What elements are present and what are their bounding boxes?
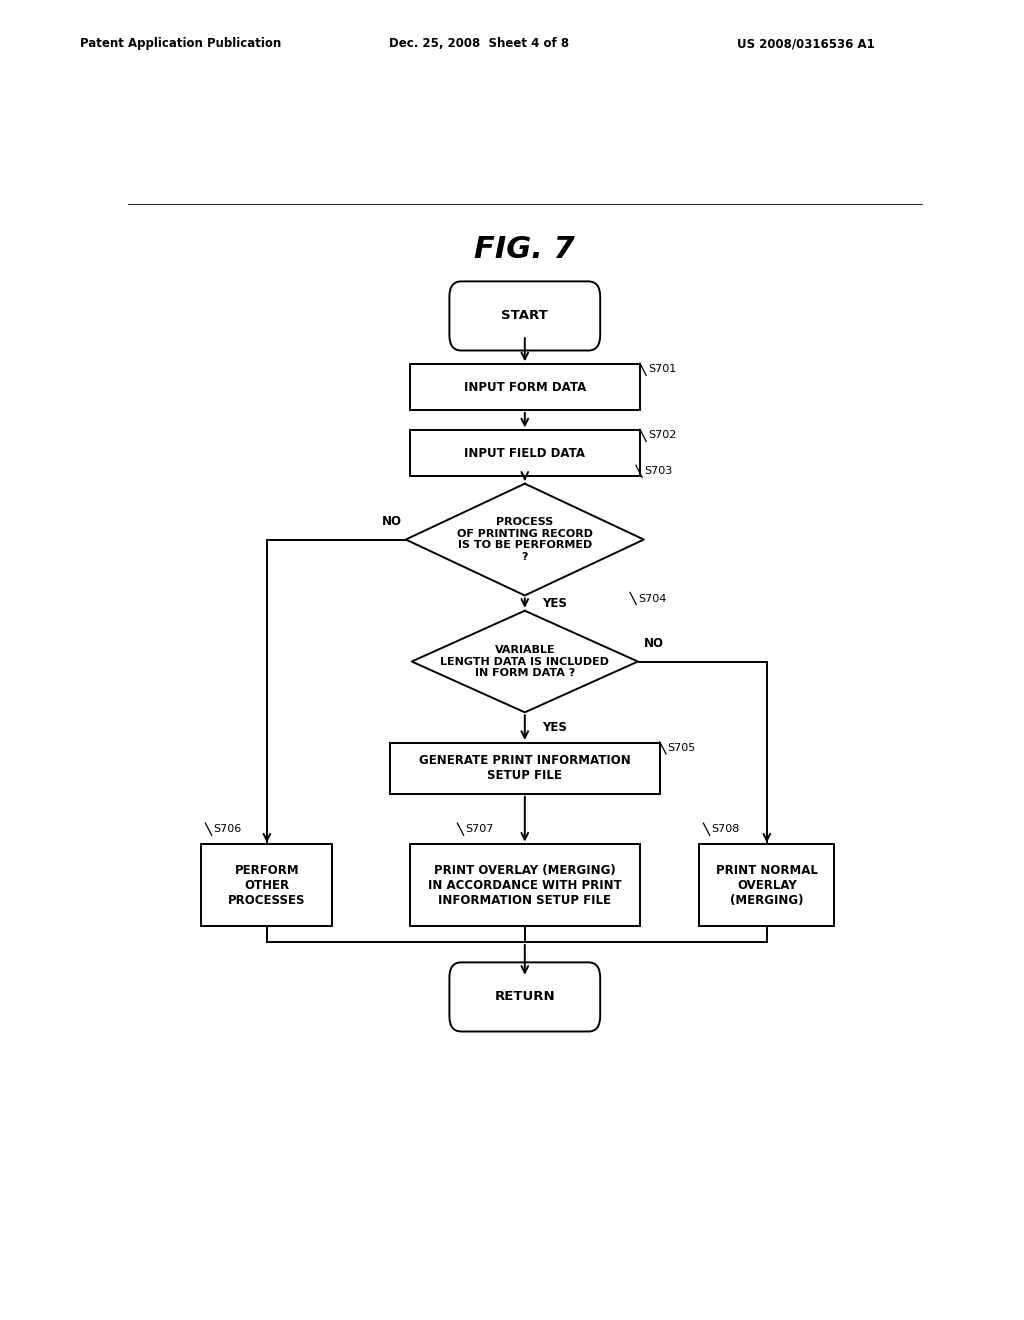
Polygon shape [412, 611, 638, 713]
Text: S701: S701 [648, 364, 676, 375]
Text: YES: YES [543, 721, 567, 734]
Text: START: START [502, 309, 548, 322]
Text: Patent Application Publication: Patent Application Publication [80, 37, 282, 50]
Text: RETURN: RETURN [495, 990, 555, 1003]
Bar [410, 364, 640, 411]
Polygon shape [406, 483, 644, 595]
Text: Dec. 25, 2008  Sheet 4 of 8: Dec. 25, 2008 Sheet 4 of 8 [389, 37, 569, 50]
Text: VARIABLE
LENGTH DATA IS INCLUDED
IN FORM DATA ?: VARIABLE LENGTH DATA IS INCLUDED IN FORM… [440, 645, 609, 678]
FancyBboxPatch shape [450, 281, 600, 351]
Bar [410, 430, 640, 477]
Text: GENERATE PRINT INFORMATION
SETUP FILE: GENERATE PRINT INFORMATION SETUP FILE [419, 754, 631, 783]
Text: YES: YES [543, 597, 567, 610]
Text: PRINT OVERLAY (MERGING)
IN ACCORDANCE WITH PRINT
INFORMATION SETUP FILE: PRINT OVERLAY (MERGING) IN ACCORDANCE WI… [428, 863, 622, 907]
Bar [699, 845, 835, 925]
Text: S704: S704 [638, 594, 667, 603]
Text: S702: S702 [648, 430, 676, 441]
Text: FIG. 7: FIG. 7 [474, 235, 575, 264]
Text: INPUT FORM DATA: INPUT FORM DATA [464, 380, 586, 393]
Text: INPUT FIELD DATA: INPUT FIELD DATA [464, 446, 586, 459]
Text: S703: S703 [644, 466, 672, 477]
Text: S706: S706 [213, 824, 242, 834]
Text: S707: S707 [465, 824, 494, 834]
Text: US 2008/0316536 A1: US 2008/0316536 A1 [737, 37, 876, 50]
Text: S708: S708 [712, 824, 739, 834]
Text: NO: NO [644, 636, 665, 649]
FancyBboxPatch shape [450, 962, 600, 1031]
Text: PRINT NORMAL
OVERLAY
(MERGING): PRINT NORMAL OVERLAY (MERGING) [716, 863, 818, 907]
Bar [410, 845, 640, 925]
Text: S705: S705 [668, 743, 696, 752]
Text: NO: NO [382, 515, 401, 528]
Text: PERFORM
OTHER
PROCESSES: PERFORM OTHER PROCESSES [228, 863, 305, 907]
Bar [202, 845, 333, 925]
Text: PROCESS
OF PRINTING RECORD
IS TO BE PERFORMED
?: PROCESS OF PRINTING RECORD IS TO BE PERF… [457, 517, 593, 562]
Bar [390, 743, 659, 793]
